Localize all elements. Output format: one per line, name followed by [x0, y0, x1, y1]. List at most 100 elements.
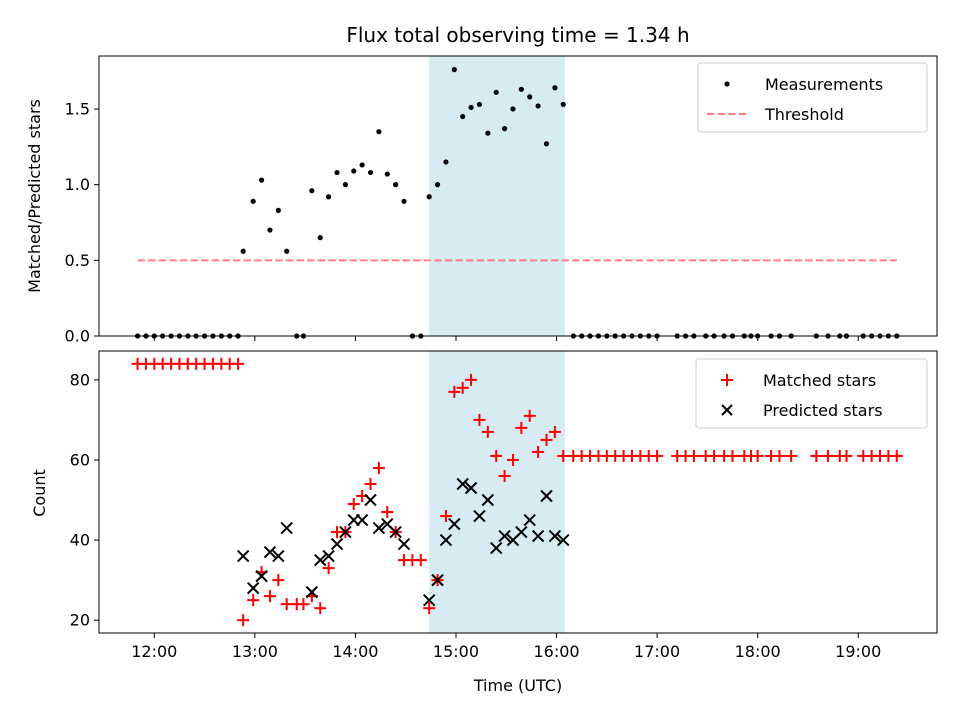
matched-star-point [651, 449, 664, 462]
top-highlight-span [429, 56, 565, 336]
predicted-star-point [246, 581, 260, 595]
y-tick-label: 80 [70, 370, 90, 389]
matched-star-point [890, 449, 903, 462]
top-y-axis-label: Matched/Predicted stars [25, 99, 44, 293]
matched-star-point [840, 449, 853, 462]
legend-predicted-label: Predicted stars [763, 401, 883, 420]
matched-star-point [532, 445, 545, 458]
matched-star-point [473, 413, 486, 426]
predicted-star-point [548, 529, 562, 543]
measurement-point [443, 159, 449, 165]
predicted-star-point [372, 521, 386, 535]
measurement-point [451, 67, 457, 73]
measurement-point [518, 86, 524, 92]
bottom-y-ticks: 20 40 60 80 [70, 370, 99, 630]
predicted-star-point [422, 593, 436, 607]
matched-star-point [506, 453, 519, 466]
predicted-star-point [431, 573, 444, 587]
measurement-point [240, 248, 246, 254]
measurement-point [510, 106, 516, 112]
matched-star-point [810, 449, 823, 462]
measurement-point [284, 248, 290, 254]
predicted-star-point [339, 525, 352, 539]
matched-star-point [280, 598, 293, 611]
measurement-point [501, 126, 508, 132]
y-tick-label: 0.5 [65, 251, 90, 270]
predicted-star-point [473, 509, 486, 523]
measurement-point [493, 89, 499, 95]
y-tick-label: 20 [70, 611, 90, 630]
predicted-star-point [263, 545, 277, 559]
x-tick-label: 16:00 [533, 642, 579, 661]
matched-star-point [498, 469, 511, 482]
measurement-point [527, 94, 533, 100]
measurement-point [560, 101, 566, 108]
predicted-star-point [540, 489, 553, 503]
top-legend-box [697, 62, 928, 133]
predicted-star-point [456, 477, 469, 491]
measurement-point [309, 188, 315, 194]
x-tick-label: 13:00 [232, 642, 278, 661]
bottom-plot-frame [98, 350, 938, 634]
x-tick-label: 19:00 [835, 642, 881, 661]
predicted-star-point [280, 521, 293, 535]
predicted-star-point [364, 493, 377, 507]
measurement-point [326, 194, 332, 200]
matched-star-point [481, 425, 494, 438]
measurement-point [334, 169, 340, 176]
predicted-star-point [448, 517, 461, 531]
predicted-star-point [389, 525, 402, 539]
predicted-star-points [236, 477, 570, 607]
legend-measurements-label: Measurements [765, 75, 883, 94]
bottom-legend: Matched stars Predicted stars [695, 358, 928, 429]
x-tick-label: 15:00 [433, 642, 479, 661]
matched-star-point [548, 425, 561, 438]
y-tick-label: 60 [70, 450, 90, 469]
matched-star-point [297, 598, 310, 611]
matched-star-point [314, 602, 327, 615]
predicted-star-point [515, 525, 528, 539]
measurement-point [485, 130, 491, 136]
predicted-star-point [355, 513, 369, 527]
matched-star-point [456, 381, 469, 394]
measurement-point [367, 169, 374, 176]
matched-star-point [414, 554, 427, 567]
predicted-star-point [330, 537, 344, 551]
matched-star-point [557, 449, 570, 462]
measurement-point [535, 103, 541, 109]
matched-star-point [347, 498, 360, 511]
matched-star-point [247, 594, 260, 607]
predicted-star-point [272, 549, 285, 563]
matched-star-point [726, 449, 739, 462]
measurement-point [434, 182, 441, 188]
matched-star-point [448, 385, 461, 398]
measurement-point [376, 129, 382, 135]
top-legend: Measurements Threshold [697, 62, 928, 133]
bottom-x-ticks: 12:00 13:00 14:00 15:00 16:00 17:00 18:00 19:00 [131, 633, 881, 661]
matched-star-point [272, 574, 285, 587]
matched-star-point [687, 449, 700, 462]
bottom-highlight-span [429, 351, 565, 633]
measurement-point [393, 182, 399, 188]
predicted-star-point [481, 493, 495, 507]
predicted-star-point [305, 585, 319, 599]
matched-star-point [322, 562, 335, 575]
y-tick-label: 1.0 [65, 175, 90, 194]
predicted-star-point [314, 553, 327, 567]
matched-star-point [381, 506, 394, 519]
predicted-star-point [397, 537, 411, 551]
measurement-point [543, 141, 550, 147]
matched-star-point [439, 510, 452, 523]
predicted-star-point [557, 533, 570, 547]
matched-star-point [773, 449, 786, 462]
matched-star-point [263, 590, 276, 603]
predicted-star-point [255, 569, 268, 583]
measurement-point [250, 198, 256, 204]
matched-star-point [785, 449, 798, 462]
matched-star-point [523, 409, 536, 422]
top-x-ticks [153, 336, 859, 341]
predicted-star-point [236, 549, 250, 563]
matched-star-point [364, 477, 377, 490]
